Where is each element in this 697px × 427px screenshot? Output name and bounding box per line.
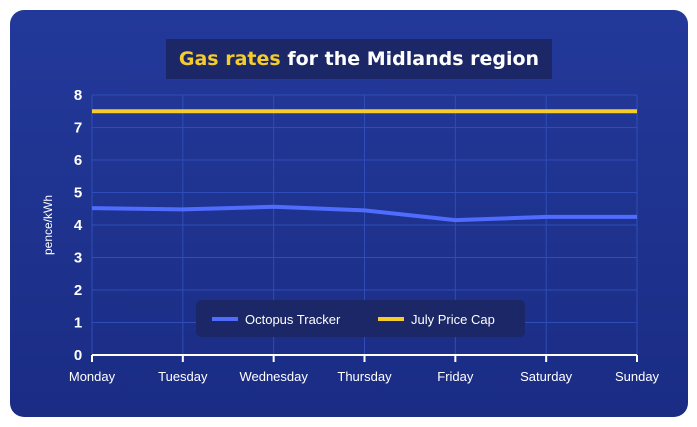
y-tick-label: 3: [74, 250, 82, 267]
x-tick-label: Monday: [69, 369, 116, 384]
series-line-octopus-tracker: [91, 204, 637, 223]
x-tick-label: Sunday: [615, 369, 660, 384]
x-tick-label: Thursday: [337, 369, 392, 384]
x-tick-label: Saturday: [520, 369, 573, 384]
x-tick-label: Friday: [437, 369, 474, 384]
y-tick-label: 6: [74, 152, 82, 169]
y-tick-label: 8: [74, 87, 82, 104]
chart-title: Gas rates for the Midlands region: [166, 39, 552, 79]
y-tick-label: 5: [74, 185, 82, 202]
x-tick-label: Tuesday: [158, 369, 208, 384]
y-tick-label: 4: [74, 217, 83, 234]
y-tick-label: 1: [74, 315, 82, 332]
y-tick-label: 7: [74, 120, 82, 137]
legend-label: Octopus Tracker: [245, 312, 341, 327]
title-highlight: Gas rates: [178, 48, 281, 70]
y-axis-label: pence/kWh: [41, 195, 55, 255]
legend-box: [196, 300, 525, 337]
y-tick-label: 2: [74, 282, 82, 299]
x-tick-label: Wednesday: [239, 369, 308, 384]
title-rest: for the Midlands region: [280, 48, 540, 70]
chart-card: Gas rates for the Midlands region: [10, 10, 688, 417]
legend-label: July Price Cap: [411, 312, 495, 327]
y-tick-label: 0: [74, 347, 82, 364]
